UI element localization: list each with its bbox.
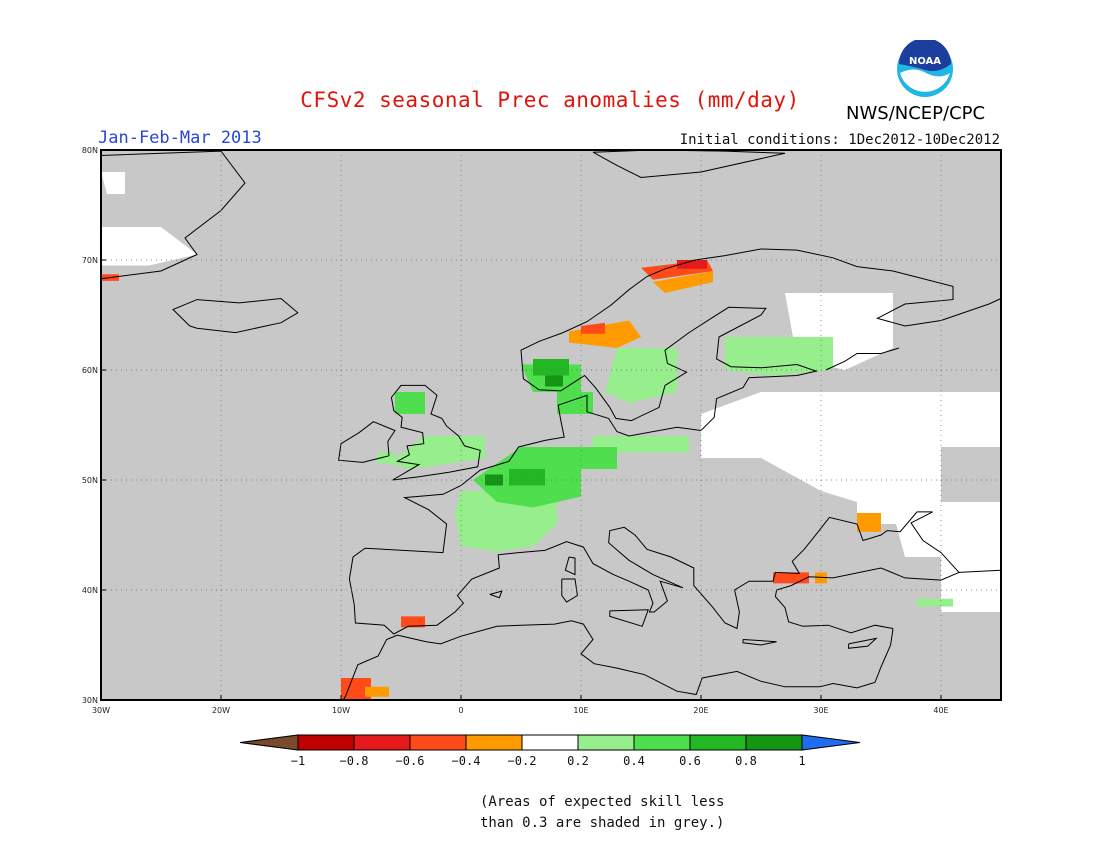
lat-lon-gridlines — [101, 150, 1001, 700]
skill-note-line-2: than 0.3 are shaded in grey.) — [480, 815, 725, 831]
lat-tick-label: 60N — [82, 366, 98, 375]
colorbar-box — [297, 734, 355, 751]
coastline-1 — [348, 511, 960, 635]
anomaly-region-15 — [395, 392, 425, 414]
lon-tick-label: 20W — [212, 706, 230, 715]
coastlines — [100, 149, 1002, 701]
colorbar-low-arrow — [239, 734, 299, 751]
anomaly-region-4 — [101, 227, 197, 266]
colorbar-box — [633, 734, 691, 751]
colorbar-label: 0.2 — [567, 754, 589, 768]
lon-tick-label: 40E — [933, 706, 948, 715]
coastline-2 — [342, 620, 894, 701]
coastline-6 — [958, 569, 1002, 573]
lon-tick-label: 30W — [92, 706, 110, 715]
anomaly-region-9 — [605, 348, 677, 403]
skill-note: (Areas of expected skill less than 0.3 a… — [480, 792, 724, 834]
anomaly-region-22 — [653, 271, 713, 293]
coastline-13 — [489, 590, 503, 599]
colorbar-high-arrow — [801, 734, 861, 751]
anomaly-region-16 — [557, 392, 593, 414]
anomaly-region-10 — [725, 337, 833, 376]
lon-tick-label: 0 — [458, 706, 463, 715]
coastline-12 — [848, 637, 878, 649]
anomaly-region-26 — [857, 513, 881, 532]
colorbar-label: −0.2 — [508, 754, 537, 768]
colorbar-label: −0.6 — [396, 754, 425, 768]
colorbar-label: −0.8 — [340, 754, 369, 768]
coastline-7 — [825, 347, 900, 371]
anomaly-region-19 — [545, 375, 563, 387]
colorbar-label: −0.4 — [452, 754, 481, 768]
lon-tick-label: 20E — [693, 706, 708, 715]
coastline-5 — [172, 297, 299, 334]
noaa-logo-text: NOAA — [909, 56, 941, 67]
anomaly-region-31 — [365, 686, 389, 697]
lat-tick-label: 80N — [82, 146, 98, 155]
coastline-3 — [390, 384, 481, 481]
colorbar-box — [745, 734, 803, 751]
colorbar-label: −1 — [291, 754, 305, 768]
anomaly-region-27 — [773, 572, 809, 584]
anomaly-region-30 — [341, 678, 371, 700]
coastline-0 — [352, 248, 1002, 558]
coastline-15 — [100, 150, 246, 280]
lat-tick-label: 50N — [82, 476, 98, 485]
anomaly-grid-cells — [101, 150, 1001, 700]
lat-tick-label: 40N — [82, 586, 98, 595]
season-label: Jan-Feb-Mar 2013 — [98, 128, 262, 148]
colorbar-box — [689, 734, 747, 751]
anomaly-region-20 — [485, 474, 503, 486]
anomaly-region-29 — [401, 616, 425, 628]
colorbar-box — [521, 734, 579, 751]
axis-ticks: 30W 20W 10W 0 10E 20E 30E 40E 30N 40N 50N 60N 70N 80N — [82, 146, 949, 715]
anomaly-region-25 — [581, 322, 605, 334]
coastline-9 — [564, 556, 576, 576]
colorbar-label: 0.8 — [735, 754, 757, 768]
lon-tick-label: 10E — [573, 706, 588, 715]
coastline-8 — [561, 578, 578, 603]
coastline-10 — [609, 609, 649, 627]
anomaly-region-28 — [815, 572, 827, 584]
colorbar-label: 0.6 — [679, 754, 701, 768]
anomaly-region-21 — [569, 320, 641, 348]
anomaly-region-11 — [377, 452, 395, 464]
anomaly-region-17 — [509, 469, 545, 486]
anomaly-region-24 — [677, 260, 707, 269]
organization-label: NWS/NCEP/CPC — [846, 103, 986, 124]
skill-note-line-1: (Areas of expected skill less — [480, 794, 725, 810]
anomaly-region-3 — [101, 172, 125, 194]
colorbar-box — [465, 734, 523, 751]
lat-tick-label: 70N — [82, 256, 98, 265]
noaa-logo-icon: NOAA — [897, 40, 953, 97]
anomaly-region-12 — [917, 598, 953, 607]
colorbar-box — [353, 734, 411, 751]
initial-conditions-label: Initial conditions: 1Dec2012-10Dec2012 — [679, 132, 1000, 148]
coastline-11 — [742, 639, 777, 646]
anomaly-region-18 — [533, 359, 569, 376]
map-frame — [100, 149, 1002, 701]
lat-tick-label: 30N — [82, 696, 98, 705]
colorbar-label: 1 — [798, 754, 805, 768]
colorbar-box — [577, 734, 635, 751]
colorbar-box — [409, 734, 467, 751]
coastline-4 — [338, 421, 396, 463]
lon-tick-label: 10W — [332, 706, 350, 715]
colorbar: −1 −0.8 −0.6 −0.4 −0.2 0.2 0.4 0.6 0.8 1 — [239, 734, 861, 768]
lon-tick-label: 30E — [813, 706, 828, 715]
colorbar-label: 0.4 — [623, 754, 645, 768]
chart-title: CFSv2 seasonal Prec anomalies (mm/day) — [300, 88, 800, 112]
